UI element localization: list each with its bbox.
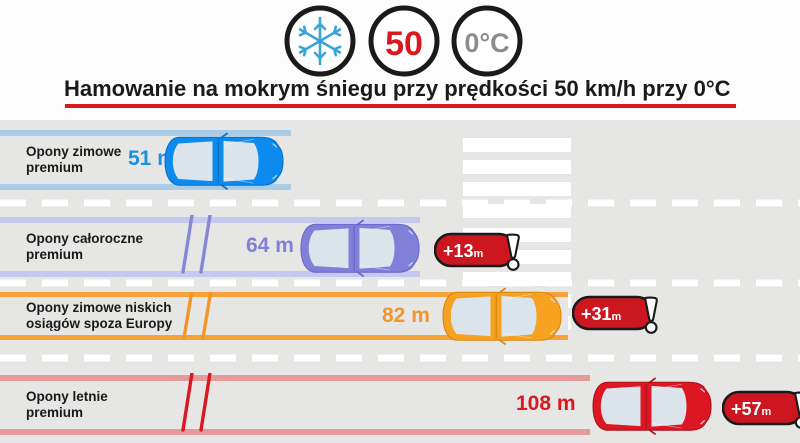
svg-text:50: 50 xyxy=(385,25,423,63)
svg-text:0°C: 0°C xyxy=(464,28,509,58)
